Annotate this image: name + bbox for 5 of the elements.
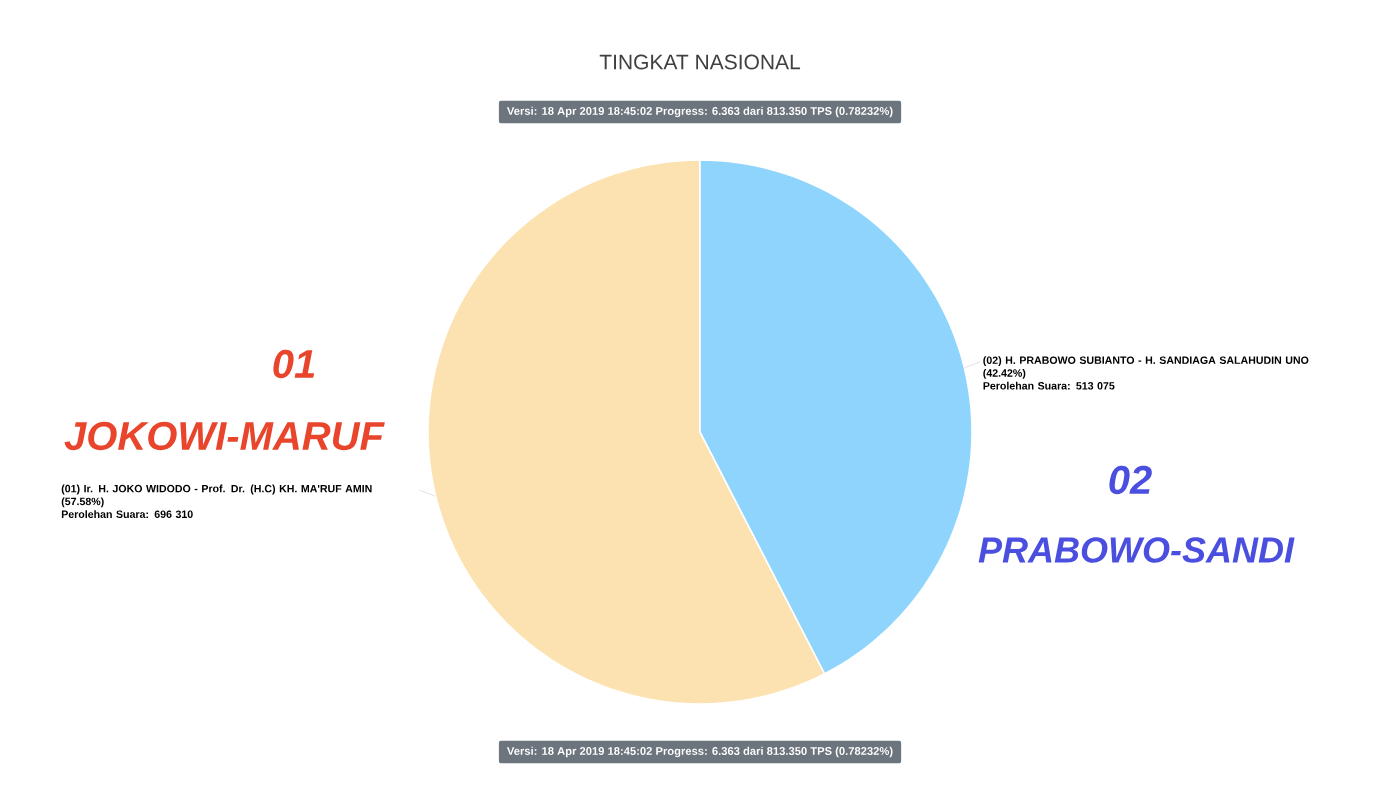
text: 01	[273, 349, 315, 379]
text: PRABOWO-SANDI	[978, 537, 1295, 563]
chart-title: TINGKAT NASIONAL	[599, 54, 801, 70]
text: 02	[1109, 465, 1152, 495]
text: JOKOWI-MARUF	[64, 421, 385, 451]
